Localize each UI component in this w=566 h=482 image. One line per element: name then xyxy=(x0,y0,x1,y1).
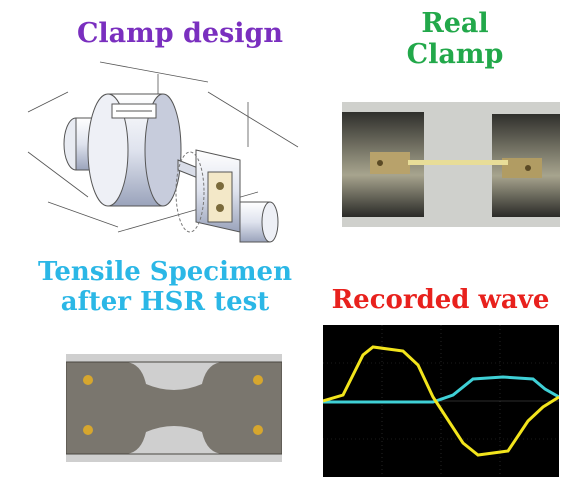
tensile-title-line1: Tensile Specimen xyxy=(38,257,292,287)
tensile-specimen-title: Tensile Specimen after HSR test xyxy=(20,257,310,318)
tensile-title-line2: after HSR test xyxy=(60,286,270,317)
real-clamp-line1: Real xyxy=(421,8,489,39)
recorded-wave-title: Recorded wave xyxy=(331,285,550,315)
real-clamp-title: Real Clamp xyxy=(395,8,515,70)
real-clamp-line2: Clamp xyxy=(406,39,504,71)
clamp-design-drawing xyxy=(27,61,299,243)
clamp-design-title: Clamp design xyxy=(76,18,284,49)
wave-yellow-trace xyxy=(323,345,559,457)
recorded-wave-oscilloscope xyxy=(323,325,559,477)
real-clamp-photo xyxy=(342,102,560,227)
tensile-specimen-photo xyxy=(66,354,282,462)
